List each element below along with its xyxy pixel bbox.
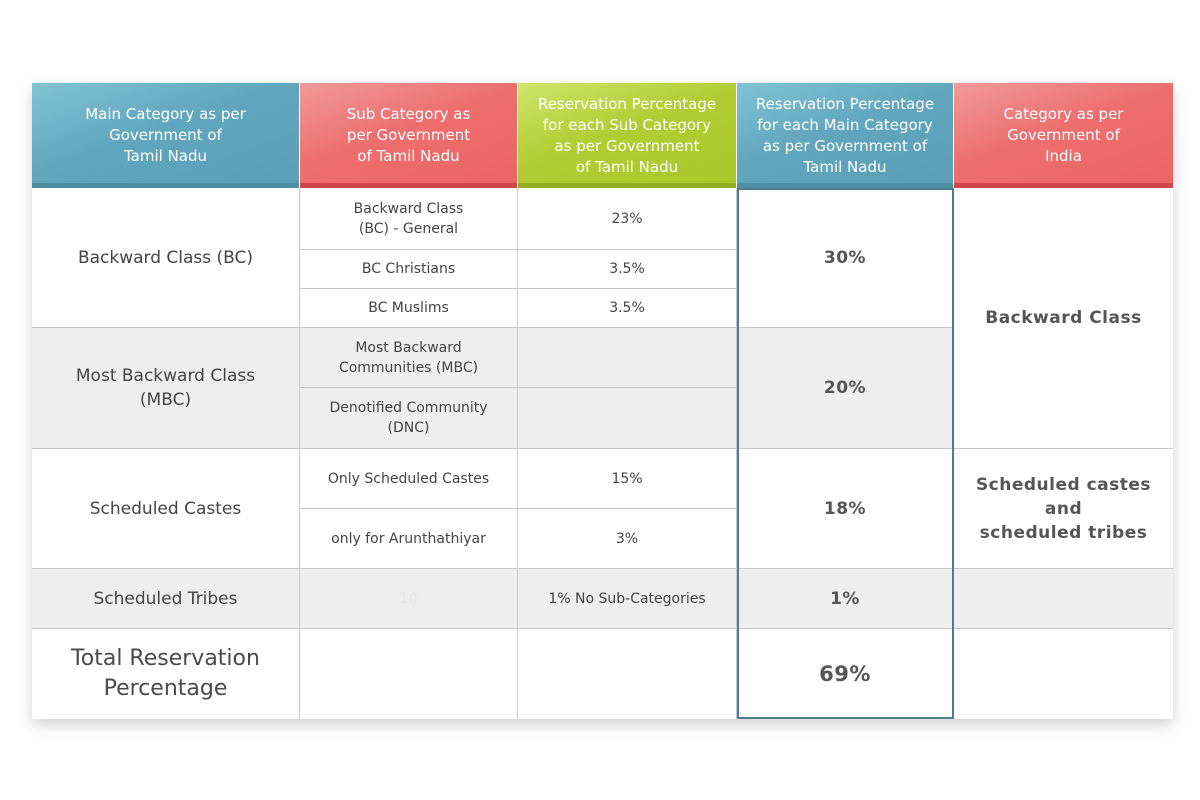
header-main-percentage: Reservation Percentage for each Main Cat… (737, 83, 954, 188)
reservation-table: Main Category as per Government of Tamil… (32, 83, 1173, 719)
header-sub-percentage: Reservation Percentage for each Sub Cate… (518, 83, 737, 188)
sc-only-pct: 15% (518, 449, 737, 509)
india-sc-st: Scheduled castes and scheduled tribes (954, 449, 1173, 569)
total-main-pct: 69% (737, 629, 954, 719)
st-sub-pct: 1% No Sub-Categories (518, 569, 737, 629)
arunthathiyar-sub: only for Arunthathiyar (300, 509, 518, 569)
header-main-category-text: Main Category as per Government of Tamil… (85, 105, 246, 165)
header-sub-category-text: Sub Category as per Government of Tamil … (346, 105, 471, 165)
bc-general-sub: Backward Class (BC) - General (300, 188, 518, 250)
mbc-main-category: Most Backward Class (MBC) (32, 328, 300, 449)
st-sub: 10 (300, 569, 518, 629)
st-main-pct: 1% (737, 569, 954, 629)
bc-christians-sub: BC Christians (300, 250, 518, 289)
bc-main-pct: 30% (737, 188, 954, 328)
total-label: Total Reservation Percentage (32, 629, 300, 719)
total-india-empty (954, 629, 1173, 719)
bc-general-pct: 23% (518, 188, 737, 250)
sc-main-category: Scheduled Castes (32, 449, 300, 569)
bc-muslims-pct: 3.5% (518, 289, 737, 328)
dnc-sub: Denotified Community (DNC) (300, 388, 518, 449)
bc-muslims-sub: BC Muslims (300, 289, 518, 328)
arunthathiyar-pct: 3% (518, 509, 737, 569)
india-st-empty (954, 569, 1173, 629)
total-sub-pct-empty (518, 629, 737, 719)
header-india-category: Category as per Government of India (954, 83, 1173, 188)
header-india-category-text: Category as per Government of India (1003, 105, 1124, 165)
bc-christians-pct: 3.5% (518, 250, 737, 289)
total-sub-empty (300, 629, 518, 719)
header-sub-percentage-text: Reservation Percentage for each Sub Cate… (537, 94, 717, 176)
sc-main-pct: 18% (737, 449, 954, 569)
dnc-pct (518, 388, 737, 449)
india-backward-class: Backward Class (954, 188, 1173, 449)
header-main-category: Main Category as per Government of Tamil… (32, 83, 300, 188)
header-sub-category: Sub Category as per Government of Tamil … (300, 83, 518, 188)
sc-only-sub: Only Scheduled Castes (300, 449, 518, 509)
header-main-percentage-text: Reservation Percentage for each Main Cat… (755, 94, 935, 176)
bc-main-category: Backward Class (BC) (32, 188, 300, 328)
st-main-category: Scheduled Tribes (32, 569, 300, 629)
mbc-pct (518, 328, 737, 388)
mbc-sub: Most Backward Communities (MBC) (300, 328, 518, 388)
mbc-main-pct: 20% (737, 328, 954, 449)
